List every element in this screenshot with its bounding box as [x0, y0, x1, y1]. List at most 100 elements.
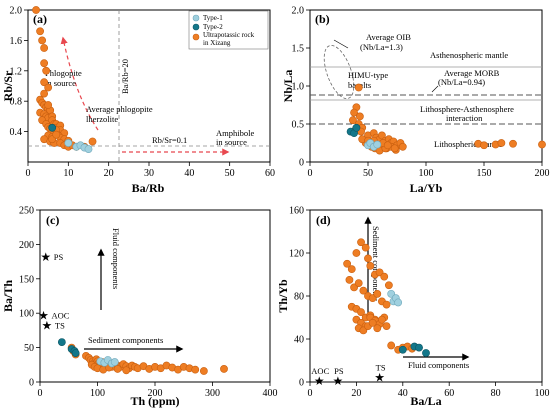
lithospheric-label: Lithospheric mantle: [434, 139, 502, 149]
panel-a-ytick-label: 1.6: [10, 36, 23, 47]
avg-phl-line-2: lherzolite: [86, 114, 118, 124]
legend-entry-type1: Type-1: [203, 14, 223, 22]
panel-c-point-type1: [110, 358, 119, 366]
panel-a-ticks: 0 10 20 30 40 50 60 0.4 0.8 1.2 1.6 2.0: [10, 6, 276, 180]
panel-a-label: (a): [33, 12, 47, 26]
panel-b-point-xizang: [398, 142, 407, 151]
panel-b-ticks: 0 50 100 150 200 0 0.5 1.0 1.5 2.0: [292, 6, 550, 180]
panel-b-xtick-label: 150: [477, 168, 492, 179]
panel-d-point-xizang: [345, 275, 354, 284]
asthenospheric-label: Asthenospheric mantle: [430, 50, 508, 60]
panel-c-ytick-label: 0: [29, 378, 34, 389]
panel-c-xtick-label: 400: [263, 388, 278, 399]
panel-c-point-xizang: [220, 365, 228, 373]
panel-d-point-xizang: [382, 300, 391, 309]
avg-oib-label: Average OIB (Nb/La=1.3): [360, 32, 413, 52]
panel-d-ticks: 0 20 40 60 80 100 0 40 80 120 160: [289, 206, 550, 400]
panel-a-point-xizang: [40, 59, 49, 68]
panel-d-point-xizang: [354, 279, 363, 287]
panel-a-point-xizang: [40, 44, 49, 52]
panel-b-point-xizang: [509, 139, 517, 148]
panel-b-xtick-label: 50: [363, 168, 373, 179]
panel-c: 0 100 200 300 400 0 50 100 150 200 250 (c) Th (ppm…: [1, 206, 278, 409]
panel-b-point-xizang: [538, 140, 546, 149]
panel-b-xtick-label: 0: [308, 168, 313, 179]
panel-a-xtick-label: 20: [104, 168, 114, 179]
panel-c-label: (c): [46, 213, 59, 227]
panel-b-ytick-label: 1.0: [292, 82, 305, 93]
lith-asth-line-2: interaction: [446, 113, 483, 123]
panel-b-point-xizang: [350, 108, 358, 117]
panel-d-point-xizang: [382, 322, 391, 330]
panel-b-points: [346, 83, 546, 155]
panel-a-xtick-label: 60: [265, 168, 275, 179]
avg-morb-line-1: Average MORB: [444, 68, 500, 78]
panel-c-points: [57, 338, 228, 375]
panel-b-point-type2: [352, 123, 361, 132]
panel-d-xtick-label: 20: [351, 388, 361, 399]
panel-a-point-xizang: [44, 101, 53, 109]
panel-d-ytick-label: 80: [294, 292, 304, 303]
panel-d-ref-marker: ★: [332, 374, 343, 388]
panel-a-xtick-label: 50: [225, 168, 235, 179]
panel-d-point-xizang: [380, 272, 389, 281]
panel-c-ytick-label: 150: [19, 274, 34, 285]
avg-oib-line-1: Average OIB: [366, 32, 411, 42]
panel-d-point-xizang: [361, 243, 370, 252]
panel-a-xtick-label: 40: [184, 168, 194, 179]
morb-leader: [431, 85, 439, 93]
panel-d-point-type2: [422, 349, 430, 357]
panel-d-point-xizang: [352, 249, 361, 257]
panel-a-xlabel: Ba/Rb: [132, 181, 165, 195]
panel-d-references: ★AOC★PS ★TS: [311, 363, 386, 388]
panel-a-ytick-label: 1.2: [10, 66, 23, 77]
phlogopite-label: Phlogopite in source: [45, 68, 84, 88]
panel-b-ytick-label: 2.0: [292, 6, 305, 17]
panel-b-point-xizang: [390, 144, 399, 153]
panel-d-point-xizang: [373, 289, 382, 298]
panel-b-point-xizang: [354, 83, 363, 92]
panel-a-ytick-label: 0.4: [10, 127, 23, 138]
panel-c-ytick-label: 50: [24, 343, 34, 354]
panel-d-point-xizang: [373, 324, 382, 333]
panel-c-point-type2: [71, 349, 80, 358]
panel-d-point-type2: [415, 343, 423, 352]
himu-label: HIMU-type basalts: [348, 70, 390, 90]
legend-box: [188, 10, 269, 50]
panel-d-point-type2: [398, 345, 407, 354]
panel-a-ytick-label: 2.0: [10, 6, 23, 17]
panel-c-xtick-label: 0: [38, 388, 43, 399]
panel-d-point-xizang: [378, 315, 386, 324]
panel-d-xtick-label: 100: [535, 388, 550, 399]
panel-c-ref-label: PS: [54, 252, 64, 262]
panel-d-xlabel: Ba/La: [410, 394, 441, 408]
avg-morb-line-2: (Nb/La=0.94): [438, 77, 485, 87]
legend-marker-type1: [192, 14, 200, 22]
panel-a-point-type1: [84, 145, 93, 153]
legend-marker-type2: [192, 23, 200, 31]
panel-d-point-xizang: [357, 238, 365, 247]
panel-d-point-xizang: [364, 254, 372, 263]
panel-a-xtick-label: 0: [26, 168, 31, 179]
fluid-label: Fluid components: [111, 228, 121, 289]
panel-a-xtick-label: 10: [63, 168, 73, 179]
panel-b-point-xizang: [349, 116, 357, 125]
panel-d-point-xizang: [387, 341, 396, 350]
panel-d-ref-marker: ★: [374, 371, 385, 385]
legend-marker-xizang: [192, 33, 200, 41]
panel-a-ytick-label: 0.8: [10, 97, 23, 108]
legend-entry-xizang: Ultrapotassic rock in Xizang: [203, 31, 256, 47]
panel-d-ref-marker: ★: [314, 374, 325, 388]
fluid-label-d: Fluid components: [408, 360, 469, 370]
phlogopite-line-2: in source: [45, 78, 76, 88]
panel-b-frame: [309, 9, 543, 163]
legend: Type-1 Type-2 Ultrapotassic rock in Xiza…: [188, 10, 269, 50]
panel-c-point-xizang: [199, 367, 208, 375]
legend-entry-type2: Type-2: [203, 23, 223, 31]
panel-a-ylabel: Rb/Sr: [1, 70, 15, 101]
panel-b-point-xizang: [480, 141, 488, 150]
panel-c-ytick-label: 200: [19, 240, 34, 251]
panel-d-ref-label: PS: [334, 366, 344, 376]
panel-a-point-xizang: [40, 89, 49, 98]
